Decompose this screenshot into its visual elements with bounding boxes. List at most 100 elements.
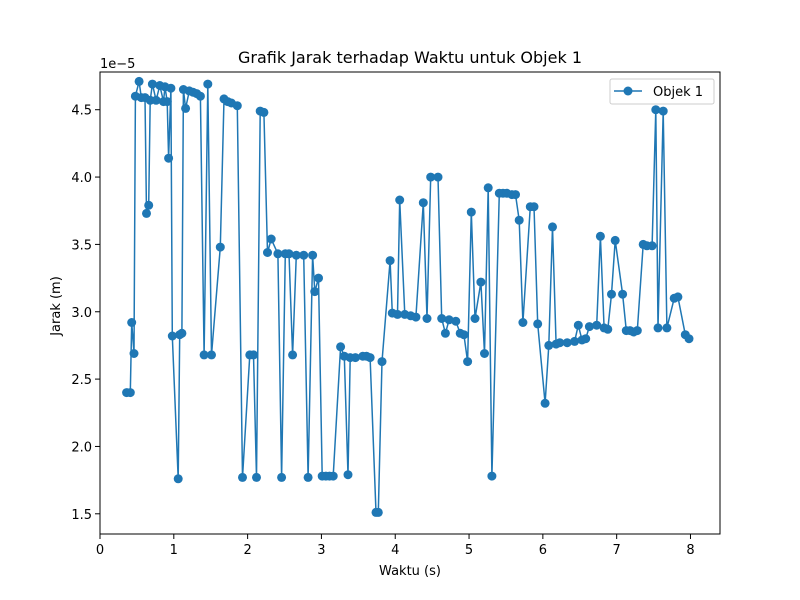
data-point-51 xyxy=(299,250,309,260)
data-point-94 xyxy=(487,471,497,481)
data-point-99 xyxy=(511,190,520,200)
x-tick-label-8: 8 xyxy=(686,543,694,558)
data-point-31 xyxy=(207,350,216,360)
data-point-54 xyxy=(310,287,320,297)
y-tick-label-5: 4.0 xyxy=(71,171,92,186)
data-point-19 xyxy=(167,331,177,341)
data-point-122 xyxy=(618,289,628,299)
x-tick-label-7: 7 xyxy=(613,543,621,558)
data-point-126 xyxy=(632,326,642,336)
data-point-83 xyxy=(440,328,450,338)
data-point-132 xyxy=(658,106,668,116)
x-tick-label-1: 1 xyxy=(170,543,178,558)
data-point-85 xyxy=(451,316,461,326)
data-point-103 xyxy=(529,202,539,212)
y-tick-label-2: 2.5 xyxy=(71,373,92,388)
series-line-0 xyxy=(126,80,690,514)
data-point-46 xyxy=(277,472,287,482)
data-point-30 xyxy=(203,79,213,89)
data-point-120 xyxy=(607,289,616,299)
x-tick-label-0: 0 xyxy=(96,543,104,558)
data-point-11 xyxy=(147,79,157,89)
data-point-17 xyxy=(164,153,174,163)
data-point-104 xyxy=(533,319,543,329)
data-point-90 xyxy=(470,314,480,323)
data-point-60 xyxy=(336,342,346,352)
data-point-101 xyxy=(518,318,528,327)
data-point-79 xyxy=(422,314,432,323)
data-point-111 xyxy=(570,336,580,346)
data-point-92 xyxy=(480,349,489,358)
data-point-48 xyxy=(284,249,294,259)
data-point-50 xyxy=(291,250,301,260)
data-point-84 xyxy=(444,315,454,325)
data-point-73 xyxy=(393,309,402,319)
data-point-81 xyxy=(433,172,443,182)
data-point-115 xyxy=(584,322,594,332)
y-axis-label: Jarak (m) xyxy=(49,276,64,337)
data-point-133 xyxy=(662,323,672,333)
x-axis-label: Waktu (s) xyxy=(379,564,441,579)
data-point-64 xyxy=(350,353,360,363)
data-point-112 xyxy=(573,320,583,330)
data-point-62 xyxy=(343,470,353,480)
plot-area: 0 1 2 3 4 5 6 7 8 1.5 2.0 2.5 3.0 3.5 4.0 4.5 xyxy=(71,71,721,558)
data-point-3 xyxy=(129,349,139,358)
legend: Objek 1 xyxy=(609,78,715,105)
data-point-52 xyxy=(303,472,313,482)
data-point-45 xyxy=(273,249,283,259)
data-point-36 xyxy=(232,101,242,111)
legend-frame xyxy=(609,78,715,105)
data-point-130 xyxy=(651,105,661,115)
data-point-67 xyxy=(365,353,375,363)
data-point-2 xyxy=(127,318,137,327)
data-point-109 xyxy=(555,338,565,348)
x-tick-label-4: 4 xyxy=(391,543,399,558)
data-point-24 xyxy=(181,103,191,113)
data-point-87 xyxy=(459,330,469,340)
x-tick-label-6: 6 xyxy=(539,543,547,558)
data-point-16 xyxy=(162,97,172,107)
data-point-106 xyxy=(544,340,554,350)
data-point-77 xyxy=(411,312,421,322)
data-point-78 xyxy=(418,198,428,208)
data-point-49 xyxy=(288,350,298,360)
data-point-80 xyxy=(426,172,436,182)
data-point-91 xyxy=(476,277,486,287)
data-point-55 xyxy=(314,273,323,283)
data-point-105 xyxy=(540,398,550,408)
data-point-37 xyxy=(238,472,247,482)
data-point-39 xyxy=(249,350,258,360)
data-point-135 xyxy=(673,292,683,302)
data-point-53 xyxy=(308,250,318,260)
data-point-82 xyxy=(437,314,447,323)
data-point-28 xyxy=(195,91,205,101)
data-point-42 xyxy=(259,107,269,117)
data-point-22 xyxy=(177,328,187,338)
data-point-110 xyxy=(562,338,572,348)
data-point-32 xyxy=(215,242,225,252)
data-point-18 xyxy=(166,83,176,93)
y-tick-label-4: 3.5 xyxy=(71,238,92,253)
data-point-44 xyxy=(266,234,276,244)
data-point-70 xyxy=(377,357,387,367)
chart-title: Grafik Jarak terhadap Waktu untuk Objek … xyxy=(238,48,582,67)
data-point-69 xyxy=(373,507,383,517)
axes-frame xyxy=(99,71,721,535)
data-point-5 xyxy=(134,76,144,86)
data-point-114 xyxy=(581,334,591,344)
data-point-12 xyxy=(151,95,161,105)
data-point-74 xyxy=(395,195,405,205)
data-point-20 xyxy=(173,474,183,484)
data-point-131 xyxy=(653,323,663,333)
data-point-107 xyxy=(548,222,557,232)
x-tick-label-3: 3 xyxy=(317,543,325,558)
data-point-59 xyxy=(328,471,338,481)
data-point-116 xyxy=(592,320,602,330)
data-point-40 xyxy=(252,472,261,482)
y-tick-label-3: 3.0 xyxy=(71,306,92,321)
data-point-29 xyxy=(199,350,209,360)
y-offset-label: 1e−5 xyxy=(100,57,135,72)
data-point-129 xyxy=(647,241,657,251)
